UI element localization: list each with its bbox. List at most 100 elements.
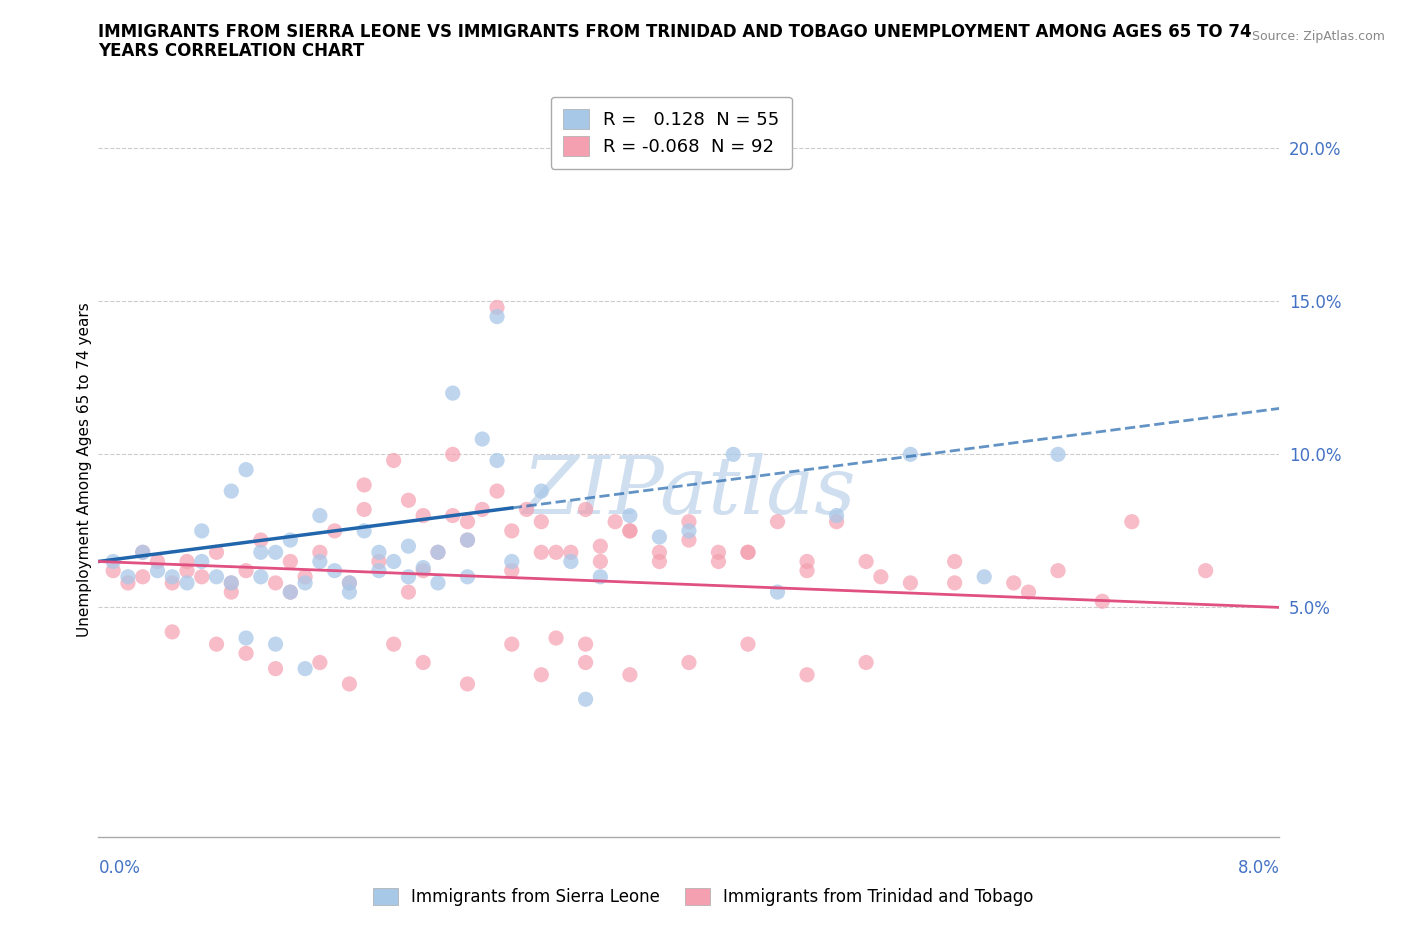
Point [339,585,361,600]
Point [870,569,893,584]
Y-axis label: Unemployment Among Ages 65 to 74 years: Unemployment Among Ages 65 to 74 years [77,302,91,637]
Point [943,554,966,569]
Point [339,576,361,591]
Point [250,569,273,584]
Point [221,585,243,600]
Point [560,554,582,569]
Point [235,631,257,645]
Point [205,545,228,560]
Point [176,554,198,569]
Point [221,576,243,591]
Point [589,569,612,584]
Point [250,545,273,560]
Point [427,545,450,560]
Point [796,564,818,578]
Point [619,524,641,538]
Point [339,676,361,691]
Point [398,569,420,584]
Point [678,533,700,548]
Point [707,554,730,569]
Point [546,545,568,560]
Point [471,432,494,446]
Point [1018,585,1040,600]
Point [353,524,375,538]
Point [530,484,553,498]
Point [132,569,155,584]
Point [235,564,257,578]
Point [855,554,877,569]
Point [264,545,287,560]
Point [280,585,302,600]
Text: YEARS CORRELATION CHART: YEARS CORRELATION CHART [98,42,364,60]
Point [382,453,405,468]
Point [457,676,479,691]
Point [589,554,612,569]
Point [427,576,450,591]
Point [309,508,332,523]
Point [191,524,214,538]
Point [280,533,302,548]
Point [855,655,877,670]
Point [280,554,302,569]
Point [309,655,332,670]
Point [486,300,509,315]
Point [205,637,228,652]
Point [117,576,139,591]
Point [1121,514,1143,529]
Point [678,514,700,529]
Legend: Immigrants from Sierra Leone, Immigrants from Trinidad and Tobago: Immigrants from Sierra Leone, Immigrants… [366,881,1040,912]
Point [605,514,627,529]
Point [398,538,420,553]
Point [117,569,139,584]
Point [294,576,316,591]
Point [796,668,818,683]
Point [589,538,612,553]
Point [546,631,568,645]
Point [486,484,509,498]
Point [825,514,848,529]
Point [766,514,789,529]
Point [353,477,375,492]
Point [146,554,169,569]
Point [132,545,155,560]
Point [973,569,995,584]
Point [412,560,434,575]
Point [353,502,375,517]
Point [648,529,671,544]
Point [619,668,641,683]
Point [737,545,759,560]
Point [264,661,287,676]
Point [441,508,464,523]
Point [457,514,479,529]
Point [723,447,745,462]
Point [103,554,125,569]
Point [457,569,479,584]
Point [280,585,302,600]
Point [176,576,198,591]
Point [1046,564,1070,578]
Text: IMMIGRANTS FROM SIERRA LEONE VS IMMIGRANTS FROM TRINIDAD AND TOBAGO UNEMPLOYMENT: IMMIGRANTS FROM SIERRA LEONE VS IMMIGRAN… [98,23,1253,41]
Legend: R =   0.128  N = 55, R = -0.068  N = 92: R = 0.128 N = 55, R = -0.068 N = 92 [551,97,792,169]
Point [205,569,228,584]
Point [368,554,391,569]
Point [1002,576,1025,591]
Point [530,514,553,529]
Point [648,554,671,569]
Point [382,637,405,652]
Point [294,569,316,584]
Point [398,585,420,600]
Point [221,576,243,591]
Point [471,502,494,517]
Point [575,692,598,707]
Point [900,576,922,591]
Point [501,524,523,538]
Point [264,637,287,652]
Point [309,554,332,569]
Point [943,576,966,591]
Point [825,508,848,523]
Point [427,545,450,560]
Text: 0.0%: 0.0% [98,859,141,877]
Point [441,447,464,462]
Point [398,493,420,508]
Point [412,564,434,578]
